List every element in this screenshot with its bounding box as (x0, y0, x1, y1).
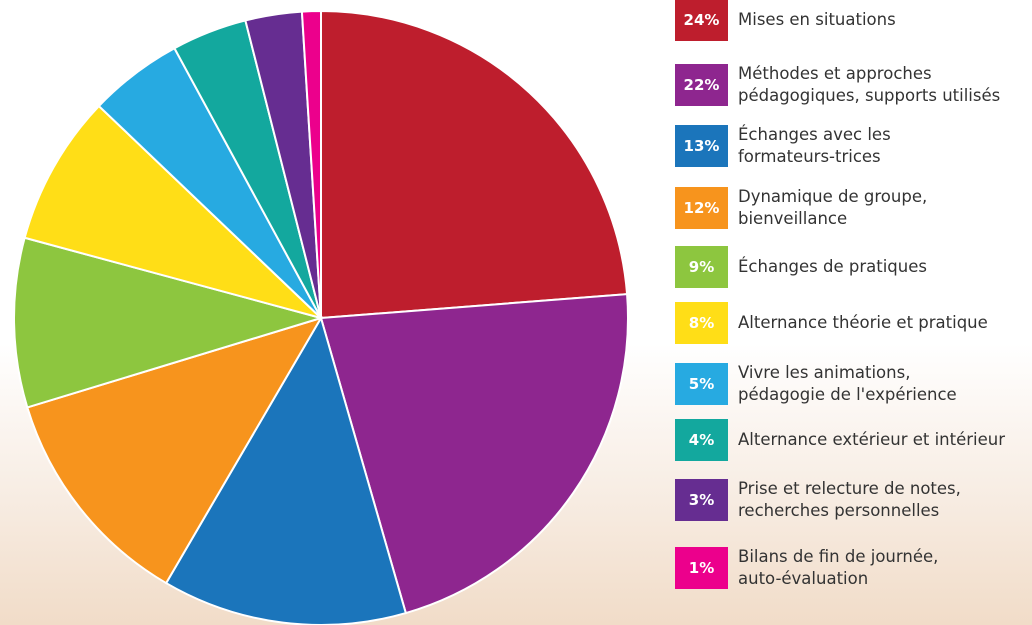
legend-item: 8% Alternance théorie et pratique (675, 302, 988, 344)
legend-item: 1% Bilans de fin de journée, auto-évaluat… (675, 546, 938, 590)
legend-item: 4% Alternance extérieur et intérieur (675, 419, 1005, 461)
legend-label: Alternance théorie et pratique (738, 313, 988, 332)
legend-label: Dynamique de groupe, bienveillance (738, 187, 928, 228)
legend-value-label: 12% (675, 187, 728, 229)
legend-value-label: 5% (675, 363, 728, 405)
legend-item: 13% Échanges avec les formateurs-trices (675, 124, 891, 168)
pie-slice (13, 236, 325, 409)
legend-label: Échanges de pratiques (738, 257, 927, 276)
legend-item: 9% Échanges de pratiques (675, 246, 927, 288)
legend-item: 22% Méthodes et approches pédagogiques, s… (675, 63, 1000, 107)
pie-slice (320, 9, 629, 320)
legend-label: Bilans de fin de journée, auto-évaluatio… (738, 547, 939, 588)
legend-item: 12% Dynamique de groupe, bienveillance (675, 186, 927, 230)
legend-label: Méthodes et approches pédagogiques, supp… (738, 64, 1001, 105)
legend-value-label: 4% (675, 419, 728, 461)
legend-label: Vivre les animations, pédagogie de l'exp… (738, 363, 957, 404)
legend-item: 3% Prise et relecture de notes, recherche… (675, 478, 961, 522)
legend-label: Alternance extérieur et intérieur (738, 430, 1006, 449)
pie-chart (13, 9, 629, 625)
legend-label: Échanges avec les formateurs-trices (738, 125, 891, 166)
legend-item: 24% Mises en situations (675, 0, 896, 41)
legend-label: Prise et relecture de notes, recherches … (738, 479, 961, 520)
legend: 24% Mises en situations 22% Méthodes et app… (675, 0, 1032, 625)
legend-value-label: 3% (675, 479, 728, 521)
pie-slice (164, 315, 408, 625)
pie-slice (26, 316, 324, 585)
legend-value-label: 13% (675, 125, 728, 167)
legend-label: Mises en situations (738, 10, 896, 29)
pie-slice (319, 293, 629, 615)
legend-value-label: 24% (675, 0, 728, 41)
pie-slice (300, 9, 322, 319)
legend-value-label: 1% (675, 547, 728, 589)
legend-value-label: 22% (675, 64, 728, 106)
pie-slice (23, 104, 322, 319)
legend-item: 5% Vivre les animations, pédagogie de l'e… (675, 362, 957, 406)
legend-value-label: 8% (675, 302, 728, 344)
legend-value-label: 9% (675, 246, 728, 288)
